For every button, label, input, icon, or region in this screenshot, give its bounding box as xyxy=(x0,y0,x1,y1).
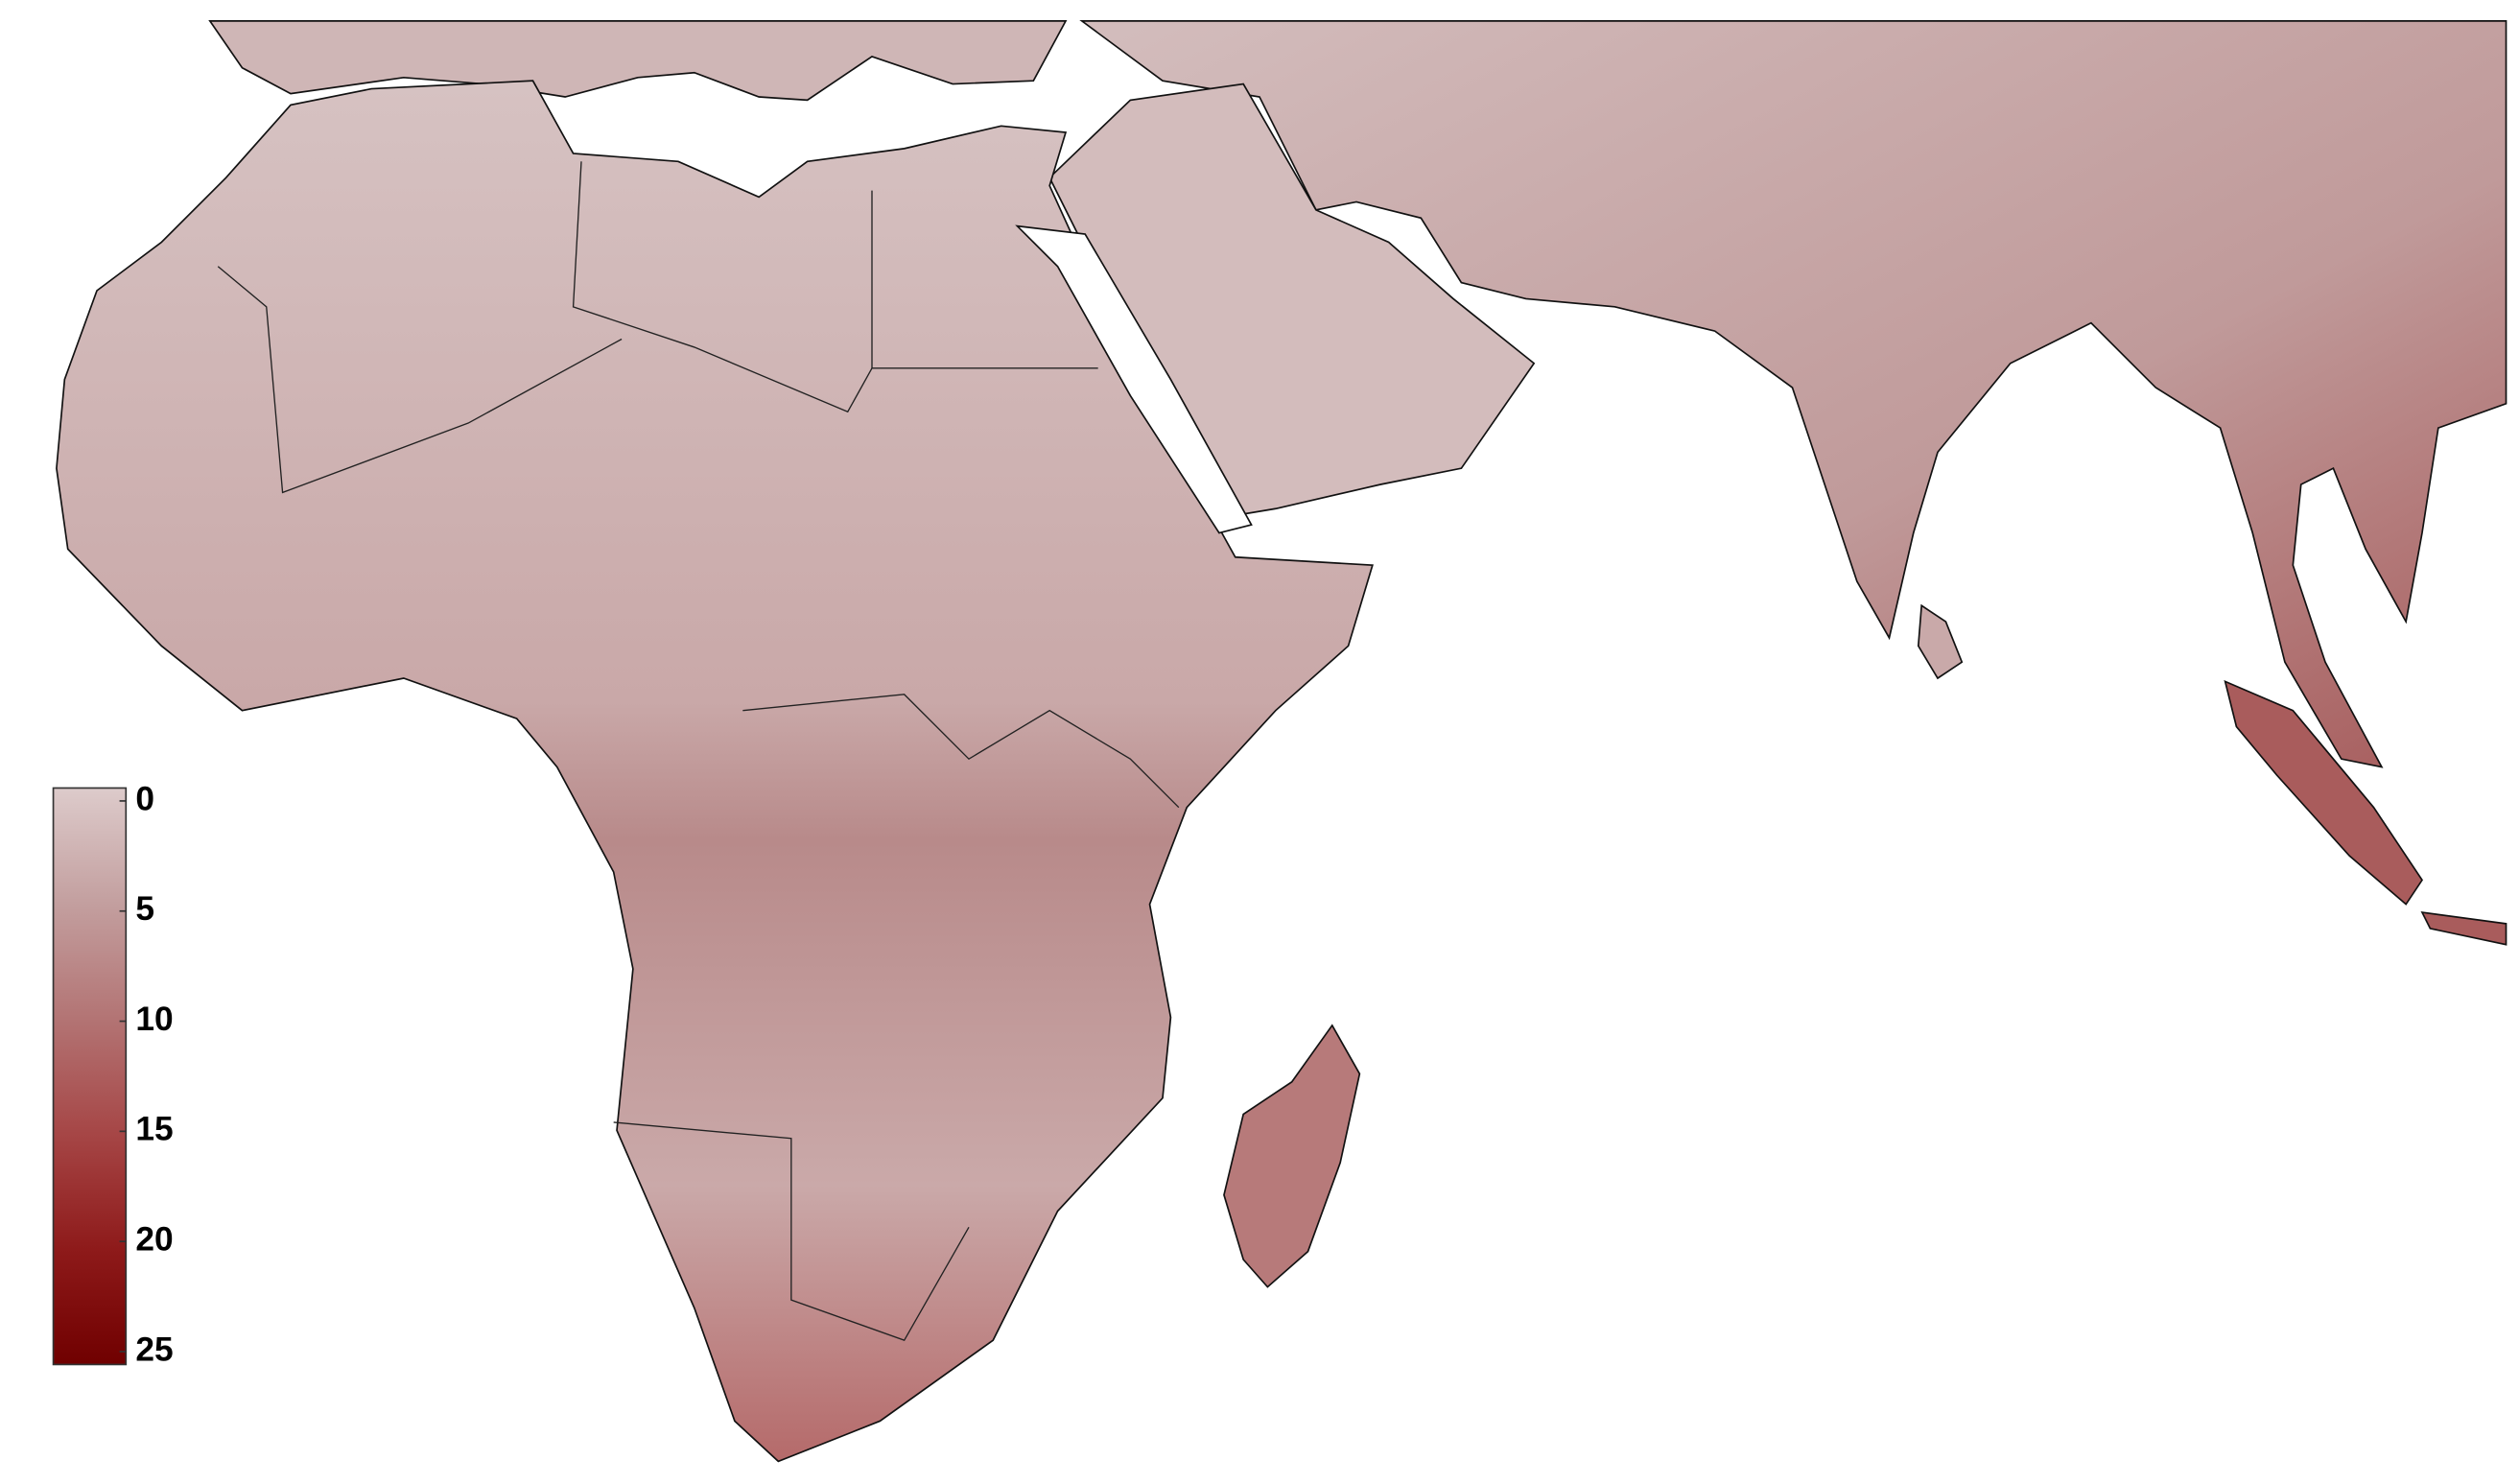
colorbar: 0 5 10 15 20 25 xyxy=(52,780,174,1368)
border xyxy=(217,266,623,494)
sumatra xyxy=(2224,679,2424,906)
border xyxy=(871,190,1098,369)
colorbar-gradient xyxy=(52,787,128,1366)
sri-lanka xyxy=(1917,603,1964,680)
europe xyxy=(208,20,1068,102)
colorbar-tick-label: 10 xyxy=(135,1001,173,1038)
colorbar-tick-label: 15 xyxy=(135,1111,173,1148)
colorbar-tick-label: 20 xyxy=(135,1220,173,1258)
asia xyxy=(1079,20,2507,768)
africa xyxy=(56,80,1374,1463)
colorbar-tick-label: 5 xyxy=(135,890,154,928)
java xyxy=(2420,911,2507,946)
colorbar-tick-label: 25 xyxy=(135,1331,173,1368)
madagascar xyxy=(1223,1024,1361,1288)
border xyxy=(572,161,873,413)
colorbar-tick-label: 0 xyxy=(135,780,154,817)
border xyxy=(613,1121,970,1341)
land-masses xyxy=(56,20,2507,1463)
red-sea xyxy=(1015,224,1253,534)
border xyxy=(742,694,1180,809)
